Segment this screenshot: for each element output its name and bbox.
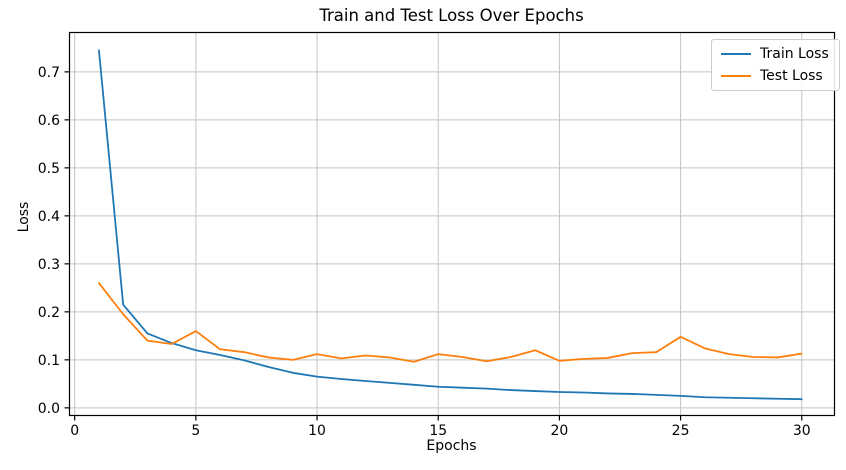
y-tick-label: 0.5	[38, 161, 60, 177]
y-tick-label: 0.4	[38, 209, 60, 225]
x-tick-label: 5	[191, 423, 200, 439]
legend: Train Loss Test Loss	[711, 39, 840, 91]
series-line-test	[98, 282, 803, 363]
y-tick-label: 0.7	[38, 65, 60, 81]
x-tick-label: 25	[672, 423, 690, 439]
y-tick-label: 0.2	[38, 305, 60, 321]
x-tick-label: 30	[793, 423, 811, 439]
legend-item: Test Loss	[721, 68, 829, 84]
chart-title: Train and Test Loss Over Epochs	[319, 6, 584, 25]
x-tick-label: 20	[550, 423, 568, 439]
x-tick-label: 0	[70, 423, 79, 439]
y-tick-label: 0.3	[38, 257, 60, 273]
series-line-train	[98, 49, 803, 401]
x-axis-label: Epochs	[426, 438, 477, 454]
y-tick-label: 0.0	[38, 401, 60, 417]
y-tick-label: 0.6	[38, 113, 60, 129]
axes-border	[68, 31, 836, 417]
legend-item: Train Loss	[721, 46, 829, 62]
y-axis-label: Loss	[16, 201, 32, 233]
legend-label: Test Loss	[760, 68, 823, 84]
legend-line-sample	[721, 53, 751, 55]
y-tick-label: 0.1	[38, 353, 60, 369]
x-tick-label: 10	[308, 423, 326, 439]
legend-label: Train Loss	[760, 46, 829, 62]
legend-line-sample	[721, 75, 751, 77]
x-tick-label: 15	[429, 423, 447, 439]
